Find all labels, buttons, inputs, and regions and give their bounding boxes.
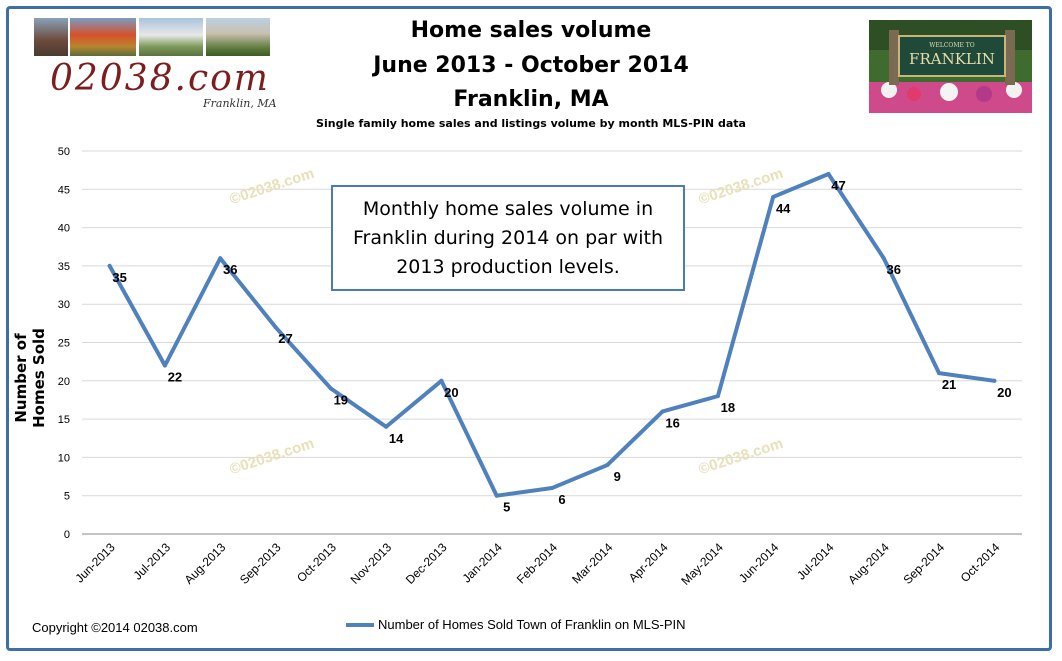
- photo-house: [139, 18, 203, 56]
- y-tick-label: 0: [64, 529, 70, 541]
- x-tick-label: Nov-2013: [348, 540, 395, 587]
- x-tick-label: May-2014: [678, 540, 726, 588]
- y-tick-label: 40: [58, 223, 70, 235]
- x-tick-label: Jul-2014: [794, 540, 837, 583]
- data-point: [494, 493, 499, 498]
- legend: Number of Homes Sold Town of Franklin on…: [346, 617, 686, 632]
- x-tick-label: Aug-2014: [845, 540, 892, 587]
- y-tick-label: 10: [58, 452, 70, 464]
- data-label: 20: [444, 385, 458, 400]
- x-tick-label: Jun-2013: [72, 540, 118, 586]
- data-point: [660, 409, 665, 414]
- x-tick-label: Jan-2014: [460, 540, 506, 586]
- legend-swatch: [346, 622, 374, 627]
- data-point: [826, 171, 831, 176]
- data-point: [550, 486, 554, 491]
- x-tick-label: Oct-2014: [958, 540, 1003, 585]
- data-label: 36: [887, 262, 901, 277]
- y-tick-label: 30: [58, 299, 70, 311]
- copyright-text: Copyright ©2014 02038.com: [32, 620, 198, 635]
- data-label: 20: [997, 385, 1011, 400]
- photo-autumn-tree: [70, 18, 136, 56]
- y-axis-label: Number of Homes Sold: [12, 328, 48, 428]
- data-point: [439, 378, 444, 383]
- x-tick-label: Apr-2014: [626, 540, 671, 585]
- series: [107, 171, 997, 498]
- data-label: 22: [168, 369, 182, 384]
- y-tick-label: 35: [58, 261, 70, 273]
- chart-subtitle: Single family home sales and listings vo…: [316, 117, 746, 130]
- data-label: 19: [334, 392, 348, 407]
- y-tick-label: 50: [58, 146, 70, 158]
- sign-name: FRANKLIN: [909, 50, 995, 68]
- x-tick-label: Mar-2014: [569, 540, 615, 586]
- data-label: 35: [112, 270, 126, 285]
- y-tick-label: 45: [58, 184, 70, 196]
- x-tick-label: Jul-2013: [131, 540, 174, 583]
- chart-title-line3: Franklin, MA: [453, 87, 609, 112]
- data-label: 27: [278, 331, 292, 346]
- x-tick-label: Sep-2013: [237, 540, 284, 587]
- data-point: [605, 463, 610, 468]
- x-tick-label: Dec-2013: [403, 540, 450, 587]
- data-label: 21: [942, 377, 956, 392]
- data-label: 47: [831, 178, 845, 193]
- data-point: [715, 394, 720, 399]
- data-labels: 35 22 36 27 19 14 20 5 6 9 16 18 44 47 36 21 20: [112, 178, 1011, 515]
- data-label: 18: [721, 400, 735, 415]
- chart-title-line1: Home sales volume: [410, 18, 652, 43]
- franklin-sign-photo: WELCOME TO FRANKLIN: [869, 20, 1032, 113]
- data-point: [881, 256, 886, 261]
- y-tick-label: 20: [58, 376, 70, 388]
- data-point: [937, 371, 942, 376]
- photo-building: [34, 18, 68, 56]
- x-tick-label: Sep-2014: [900, 540, 947, 587]
- data-point: [107, 263, 112, 268]
- data-point: [384, 424, 389, 429]
- x-tick-label: Jun-2014: [736, 540, 782, 586]
- y-axis-ticks: 0 5 10 15 20 25 30 35 40 45 50: [58, 146, 70, 541]
- y-tick-label: 15: [58, 414, 70, 426]
- data-label: 14: [389, 431, 404, 446]
- data-point: [328, 386, 333, 391]
- data-label: 5: [503, 500, 510, 515]
- data-label: 44: [776, 201, 791, 216]
- logo-subtitle: Franklin, MA: [203, 97, 277, 110]
- chart-title-line2: June 2013 - October 2014: [373, 53, 689, 78]
- y-tick-label: 5: [64, 491, 70, 503]
- annotation-box: Monthly home sales volume in Franklin du…: [331, 185, 685, 291]
- x-tick-label: Feb-2014: [514, 540, 560, 586]
- x-tick-label: Aug-2013: [182, 540, 229, 587]
- chart-frame: [6, 6, 1052, 651]
- data-label: 6: [558, 492, 565, 507]
- data-label: 36: [223, 262, 237, 277]
- legend-label: Number of Homes Sold Town of Franklin on…: [378, 617, 686, 632]
- data-point: [162, 363, 167, 368]
- logo-text: 02038.com: [50, 58, 270, 99]
- y-tick-label: 25: [58, 338, 70, 350]
- data-point: [771, 194, 776, 199]
- sign-welcome: WELCOME TO: [929, 42, 974, 49]
- data-label: 9: [614, 469, 621, 484]
- data-point: [273, 325, 278, 330]
- data-point: [992, 378, 997, 383]
- x-axis-ticks: Jun-2013 Jul-2013 Aug-2013 Sep-2013 Oct-2013…: [72, 540, 1002, 588]
- data-point: [218, 256, 223, 261]
- data-label: 16: [665, 415, 679, 430]
- photo-monument: [206, 18, 270, 56]
- x-tick-label: Oct-2013: [294, 540, 339, 585]
